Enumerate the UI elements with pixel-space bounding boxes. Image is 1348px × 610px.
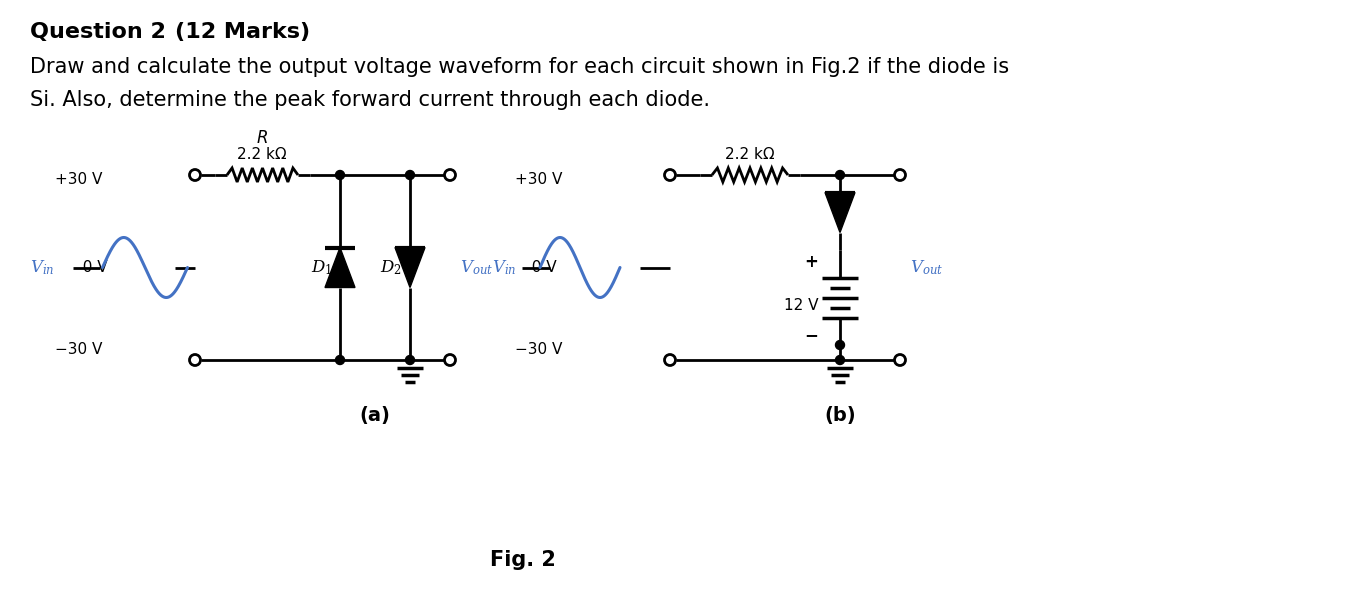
Text: Question 2: Question 2 bbox=[30, 22, 166, 42]
Text: (b): (b) bbox=[824, 406, 856, 425]
Circle shape bbox=[665, 354, 675, 365]
Text: +30 V: +30 V bbox=[515, 173, 562, 187]
Circle shape bbox=[336, 171, 345, 179]
Text: +30 V: +30 V bbox=[55, 173, 102, 187]
Circle shape bbox=[895, 170, 906, 181]
Text: −: − bbox=[805, 326, 818, 344]
Circle shape bbox=[406, 356, 414, 365]
Text: −30 V: −30 V bbox=[515, 342, 562, 357]
Circle shape bbox=[336, 356, 345, 365]
Text: 2.2 kΩ: 2.2 kΩ bbox=[237, 147, 287, 162]
Circle shape bbox=[665, 170, 675, 181]
Text: 0 V: 0 V bbox=[522, 260, 557, 275]
Text: $V_{out}$: $V_{out}$ bbox=[910, 258, 944, 277]
Text: −30 V: −30 V bbox=[55, 342, 102, 357]
Text: Si. Also, determine the peak forward current through each diode.: Si. Also, determine the peak forward cur… bbox=[30, 90, 710, 110]
Circle shape bbox=[445, 354, 456, 365]
Circle shape bbox=[406, 171, 414, 179]
Text: $D_2$: $D_2$ bbox=[380, 258, 402, 277]
Text: Fig. 2: Fig. 2 bbox=[491, 550, 555, 570]
Text: $V_{out}$: $V_{out}$ bbox=[460, 258, 493, 277]
Polygon shape bbox=[825, 193, 855, 232]
Polygon shape bbox=[395, 248, 425, 287]
Circle shape bbox=[190, 170, 201, 181]
Circle shape bbox=[836, 171, 844, 179]
Text: $V_{in}$: $V_{in}$ bbox=[492, 258, 516, 277]
Text: (12 Marks): (12 Marks) bbox=[175, 22, 310, 42]
Text: Draw and calculate the output voltage waveform for each circuit shown in Fig.2 i: Draw and calculate the output voltage wa… bbox=[30, 57, 1010, 77]
Circle shape bbox=[190, 354, 201, 365]
Text: $V_{in}$: $V_{in}$ bbox=[30, 258, 54, 277]
Text: 2.2 kΩ: 2.2 kΩ bbox=[725, 147, 775, 162]
Text: +: + bbox=[805, 253, 818, 271]
Text: 12 V: 12 V bbox=[783, 298, 818, 313]
Polygon shape bbox=[325, 248, 355, 287]
Text: (a): (a) bbox=[360, 406, 391, 425]
Text: $D_1$: $D_1$ bbox=[310, 258, 332, 277]
Text: 0 V: 0 V bbox=[73, 260, 108, 275]
Circle shape bbox=[895, 354, 906, 365]
Circle shape bbox=[836, 356, 844, 365]
Circle shape bbox=[445, 170, 456, 181]
Text: R: R bbox=[256, 129, 268, 147]
Circle shape bbox=[836, 340, 844, 350]
